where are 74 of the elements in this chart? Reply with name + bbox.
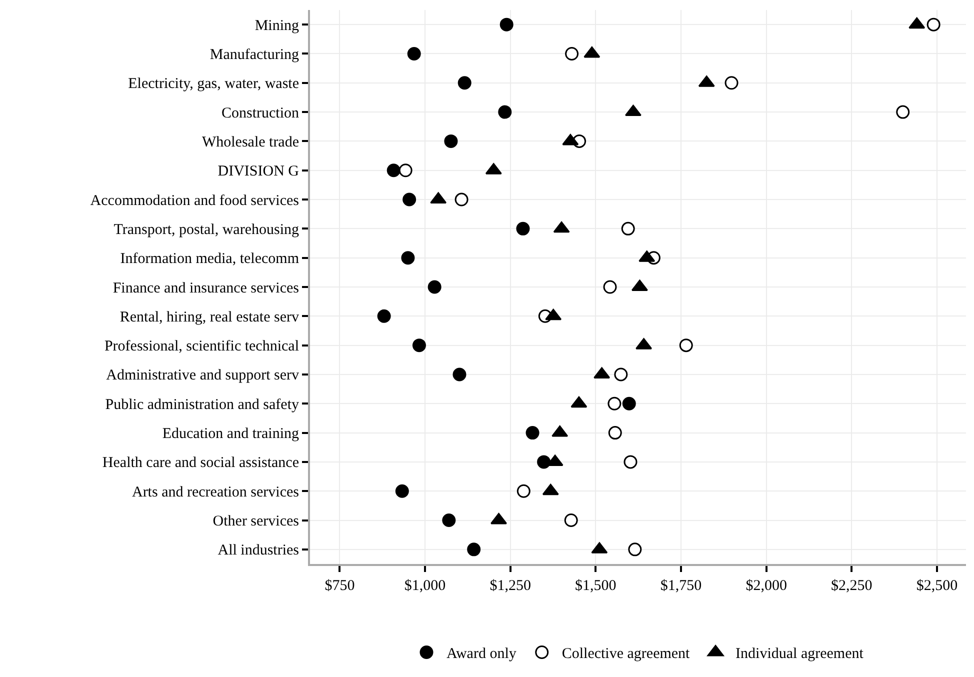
y-tick-label: Health care and social assistance bbox=[102, 455, 300, 472]
point bbox=[570, 396, 588, 408]
point bbox=[565, 46, 579, 60]
point bbox=[442, 514, 456, 528]
point bbox=[452, 368, 466, 382]
point bbox=[564, 514, 578, 528]
y-tick-label: Mining bbox=[254, 18, 300, 34]
point bbox=[896, 105, 910, 119]
point bbox=[498, 105, 512, 119]
point bbox=[562, 134, 579, 146]
y-tick-label: Education and training bbox=[162, 426, 300, 442]
x-tick-label: $1,250 bbox=[490, 578, 531, 594]
point bbox=[628, 542, 642, 556]
y-tick-label: Other services bbox=[212, 514, 300, 530]
point bbox=[679, 338, 693, 352]
legend-label: Collective agreement bbox=[562, 646, 691, 662]
y-tick-label: Electricity, gas, water, waste bbox=[128, 76, 300, 92]
point bbox=[624, 104, 642, 116]
y-tick-label: Transport, postal, warehousing bbox=[114, 222, 300, 238]
point bbox=[553, 221, 570, 233]
point bbox=[908, 17, 926, 29]
x-tick-label: $1,000 bbox=[404, 578, 446, 594]
point bbox=[624, 455, 638, 469]
point bbox=[500, 18, 514, 32]
point bbox=[926, 18, 940, 32]
point bbox=[454, 192, 468, 206]
point bbox=[724, 76, 738, 90]
point bbox=[402, 192, 416, 206]
y-tick-label: DIVISION G bbox=[218, 164, 300, 180]
y-tick-label: Accommodation and food services bbox=[90, 192, 300, 209]
point bbox=[608, 396, 622, 410]
x-tick-label: $2,000 bbox=[746, 578, 787, 594]
point bbox=[398, 164, 412, 178]
point bbox=[401, 251, 415, 265]
point bbox=[537, 455, 551, 469]
point bbox=[467, 542, 481, 556]
point bbox=[614, 368, 628, 382]
point bbox=[622, 396, 636, 410]
point bbox=[584, 46, 600, 58]
point bbox=[545, 308, 562, 320]
point bbox=[407, 46, 421, 60]
y-tick-label: Professional, scientific technical bbox=[104, 338, 299, 355]
y-tick-label: All industries bbox=[218, 542, 300, 559]
y-tick-label: Public administration and safety bbox=[105, 396, 300, 413]
point bbox=[444, 134, 458, 148]
point bbox=[526, 426, 540, 440]
x-tick-label: $1,750 bbox=[660, 578, 702, 594]
legend-label: Individual agreement bbox=[736, 646, 864, 662]
point bbox=[516, 222, 530, 236]
point bbox=[608, 426, 622, 440]
x-tick-label: $2,250 bbox=[831, 578, 872, 594]
point bbox=[621, 222, 635, 236]
point bbox=[428, 280, 442, 294]
y-tick-label: Construction bbox=[222, 105, 300, 122]
x-tick-label: $750 bbox=[324, 578, 355, 594]
y-tick-label: Information media, telecomm bbox=[120, 251, 300, 268]
point bbox=[603, 280, 617, 294]
legend-label: Award only bbox=[446, 646, 517, 662]
point bbox=[458, 76, 472, 90]
point bbox=[377, 309, 391, 323]
point bbox=[412, 338, 426, 352]
y-tick-label: Finance and insurance services bbox=[112, 280, 300, 296]
y-tick-label: Administrative and support serv bbox=[106, 368, 300, 384]
point bbox=[430, 192, 447, 204]
y-tick-label: Manufacturing bbox=[210, 46, 300, 63]
point bbox=[516, 484, 530, 498]
y-tick-label: Arts and recreation services bbox=[132, 484, 300, 500]
x-tick-label: $2,500 bbox=[916, 578, 958, 594]
y-tick-label: Rental, hiring, real estate serv bbox=[120, 309, 300, 326]
point bbox=[542, 484, 559, 496]
x-tick-label: $1,500 bbox=[575, 578, 616, 594]
point bbox=[395, 484, 409, 498]
y-tick-label: Wholesale trade bbox=[202, 134, 300, 150]
point bbox=[386, 164, 400, 178]
